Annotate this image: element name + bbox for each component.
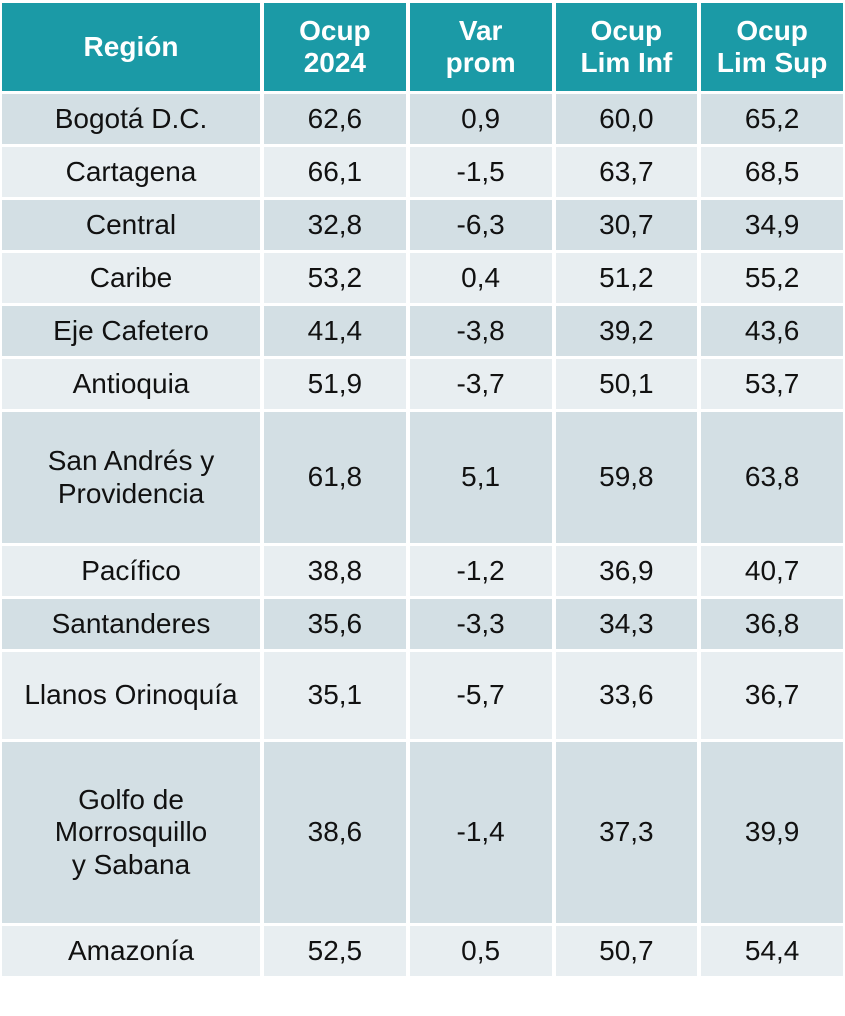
value-cell: 62,6: [264, 94, 406, 144]
value-cell: 34,3: [555, 599, 698, 649]
region-cell: Eje Cafetero: [2, 306, 260, 356]
header-cell: Ocup 2024: [264, 3, 406, 91]
value-cell: -3,3: [409, 599, 552, 649]
value-cell: 0,4: [409, 253, 552, 303]
value-cell: 33,6: [555, 652, 698, 739]
data-table: Región Ocup 2024 Var prom Ocup Lim Inf Ocup …: [2, 3, 843, 976]
value-cell: -3,7: [409, 359, 552, 409]
value-cell: 60,0: [555, 94, 698, 144]
value-cell: 50,7: [555, 926, 698, 976]
table-row: Bogotá D.C. 62,6 0,9 60,0 65,2: [2, 94, 843, 144]
table-row: Llanos Orinoquía 35,1 -5,7 33,6 36,7: [2, 652, 843, 739]
table-row: Eje Cafetero 41,4 -3,8 39,2 43,6: [2, 306, 843, 356]
value-cell: 36,7: [701, 652, 843, 739]
value-cell: 37,3: [555, 742, 698, 923]
value-cell: 54,4: [701, 926, 843, 976]
value-cell: 0,5: [409, 926, 552, 976]
header-cell: Región: [2, 3, 260, 91]
region-cell: Amazonía: [2, 926, 260, 976]
value-cell: 66,1: [264, 147, 406, 197]
value-cell: 0,9: [409, 94, 552, 144]
value-cell: 35,6: [264, 599, 406, 649]
value-cell: 51,2: [555, 253, 698, 303]
table-row: Central 32,8 -6,3 30,7 34,9: [2, 200, 843, 250]
table-row: Antioquia 51,9 -3,7 50,1 53,7: [2, 359, 843, 409]
table-row: San Andrés y Providencia 61,8 5,1 59,8 63,8: [2, 412, 843, 543]
header-cell: Ocup Lim Sup: [701, 3, 843, 91]
value-cell: 61,8: [264, 412, 406, 543]
table-row: Amazonía 52,5 0,5 50,7 54,4: [2, 926, 843, 976]
table-row: Pacífico 38,8 -1,2 36,9 40,7: [2, 546, 843, 596]
value-cell: 50,1: [555, 359, 698, 409]
value-cell: 32,8: [264, 200, 406, 250]
value-cell: 39,9: [701, 742, 843, 923]
value-cell: 38,8: [264, 546, 406, 596]
value-cell: 65,2: [701, 94, 843, 144]
value-cell: 30,7: [555, 200, 698, 250]
value-cell: 51,9: [264, 359, 406, 409]
value-cell: 68,5: [701, 147, 843, 197]
header-row: Región Ocup 2024 Var prom Ocup Lim Inf Ocup …: [2, 3, 843, 91]
region-cell: Caribe: [2, 253, 260, 303]
table-row: Golfo de Morrosquillo y Sabana 38,6 -1,4 37…: [2, 742, 843, 923]
header-cell: Var prom: [409, 3, 552, 91]
value-cell: -6,3: [409, 200, 552, 250]
value-cell: 59,8: [555, 412, 698, 543]
value-cell: -1,2: [409, 546, 552, 596]
value-cell: 63,8: [701, 412, 843, 543]
value-cell: 63,7: [555, 147, 698, 197]
value-cell: 55,2: [701, 253, 843, 303]
value-cell: -1,4: [409, 742, 552, 923]
value-cell: 36,8: [701, 599, 843, 649]
value-cell: 40,7: [701, 546, 843, 596]
value-cell: 34,9: [701, 200, 843, 250]
value-cell: 43,6: [701, 306, 843, 356]
value-cell: 39,2: [555, 306, 698, 356]
value-cell: 5,1: [409, 412, 552, 543]
value-cell: 35,1: [264, 652, 406, 739]
region-cell: Llanos Orinoquía: [2, 652, 260, 739]
value-cell: 53,7: [701, 359, 843, 409]
value-cell: 53,2: [264, 253, 406, 303]
value-cell: -5,7: [409, 652, 552, 739]
region-cell: Central: [2, 200, 260, 250]
table-row: Cartagena 66,1 -1,5 63,7 68,5: [2, 147, 843, 197]
region-cell: Antioquia: [2, 359, 260, 409]
header-cell: Ocup Lim Inf: [555, 3, 698, 91]
region-cell: Cartagena: [2, 147, 260, 197]
value-cell: -1,5: [409, 147, 552, 197]
value-cell: 41,4: [264, 306, 406, 356]
region-cell: Bogotá D.C.: [2, 94, 260, 144]
region-cell: Golfo de Morrosquillo y Sabana: [2, 742, 260, 923]
table-row: Santanderes 35,6 -3,3 34,3 36,8: [2, 599, 843, 649]
value-cell: 52,5: [264, 926, 406, 976]
value-cell: 36,9: [555, 546, 698, 596]
value-cell: -3,8: [409, 306, 552, 356]
region-cell: San Andrés y Providencia: [2, 412, 260, 543]
region-cell: Pacífico: [2, 546, 260, 596]
value-cell: 38,6: [264, 742, 406, 923]
region-cell: Santanderes: [2, 599, 260, 649]
table-row: Caribe 53,2 0,4 51,2 55,2: [2, 253, 843, 303]
